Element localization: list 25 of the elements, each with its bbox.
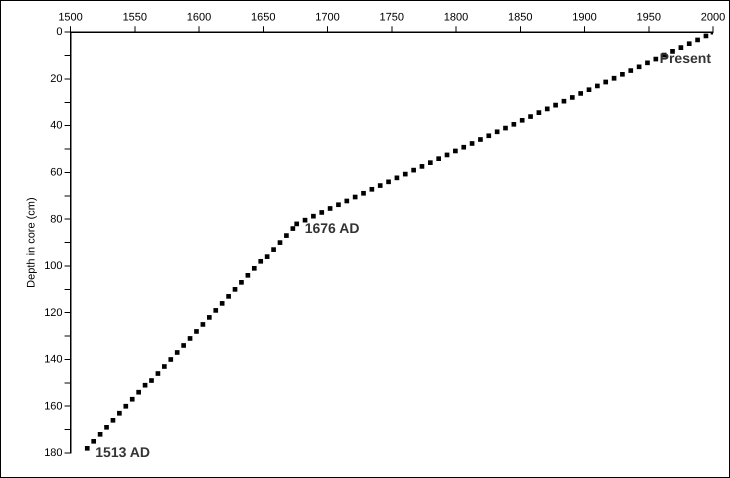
y-tick-label: 100: [44, 260, 63, 272]
x-tick-label: 1750: [380, 12, 404, 24]
y-axis-title: Depth in core (cm): [26, 197, 38, 288]
y-tick-label: 160: [44, 400, 63, 412]
x-tick-label: 1800: [444, 12, 468, 24]
y-tick-label: 40: [50, 120, 63, 132]
x-tick-label: 1950: [636, 12, 661, 24]
x-tick-label: 1550: [122, 12, 148, 24]
y-tick-label: 140: [44, 354, 63, 366]
y-tick-label: 0: [56, 26, 63, 38]
x-tick-label: 1500: [58, 12, 83, 24]
x-tick-label: 1600: [186, 12, 212, 24]
y-tick-label: 80: [50, 213, 63, 226]
y-tick-label: 180: [44, 447, 63, 460]
y-tick-label: 120: [44, 306, 63, 319]
annotation: 1676 AD: [304, 220, 360, 236]
x-tick-label: 1850: [508, 12, 533, 24]
x-tick-label: 1700: [315, 12, 340, 24]
y-tick-label: 20: [50, 72, 63, 85]
annotation: Present: [660, 50, 712, 66]
x-tick-label: 1650: [251, 12, 276, 24]
y-tick-label: 60: [50, 166, 63, 178]
x-tick-label: 2000: [700, 12, 726, 24]
x-tick-label: 1900: [572, 12, 597, 24]
annotation: 1513 AD: [95, 444, 150, 460]
